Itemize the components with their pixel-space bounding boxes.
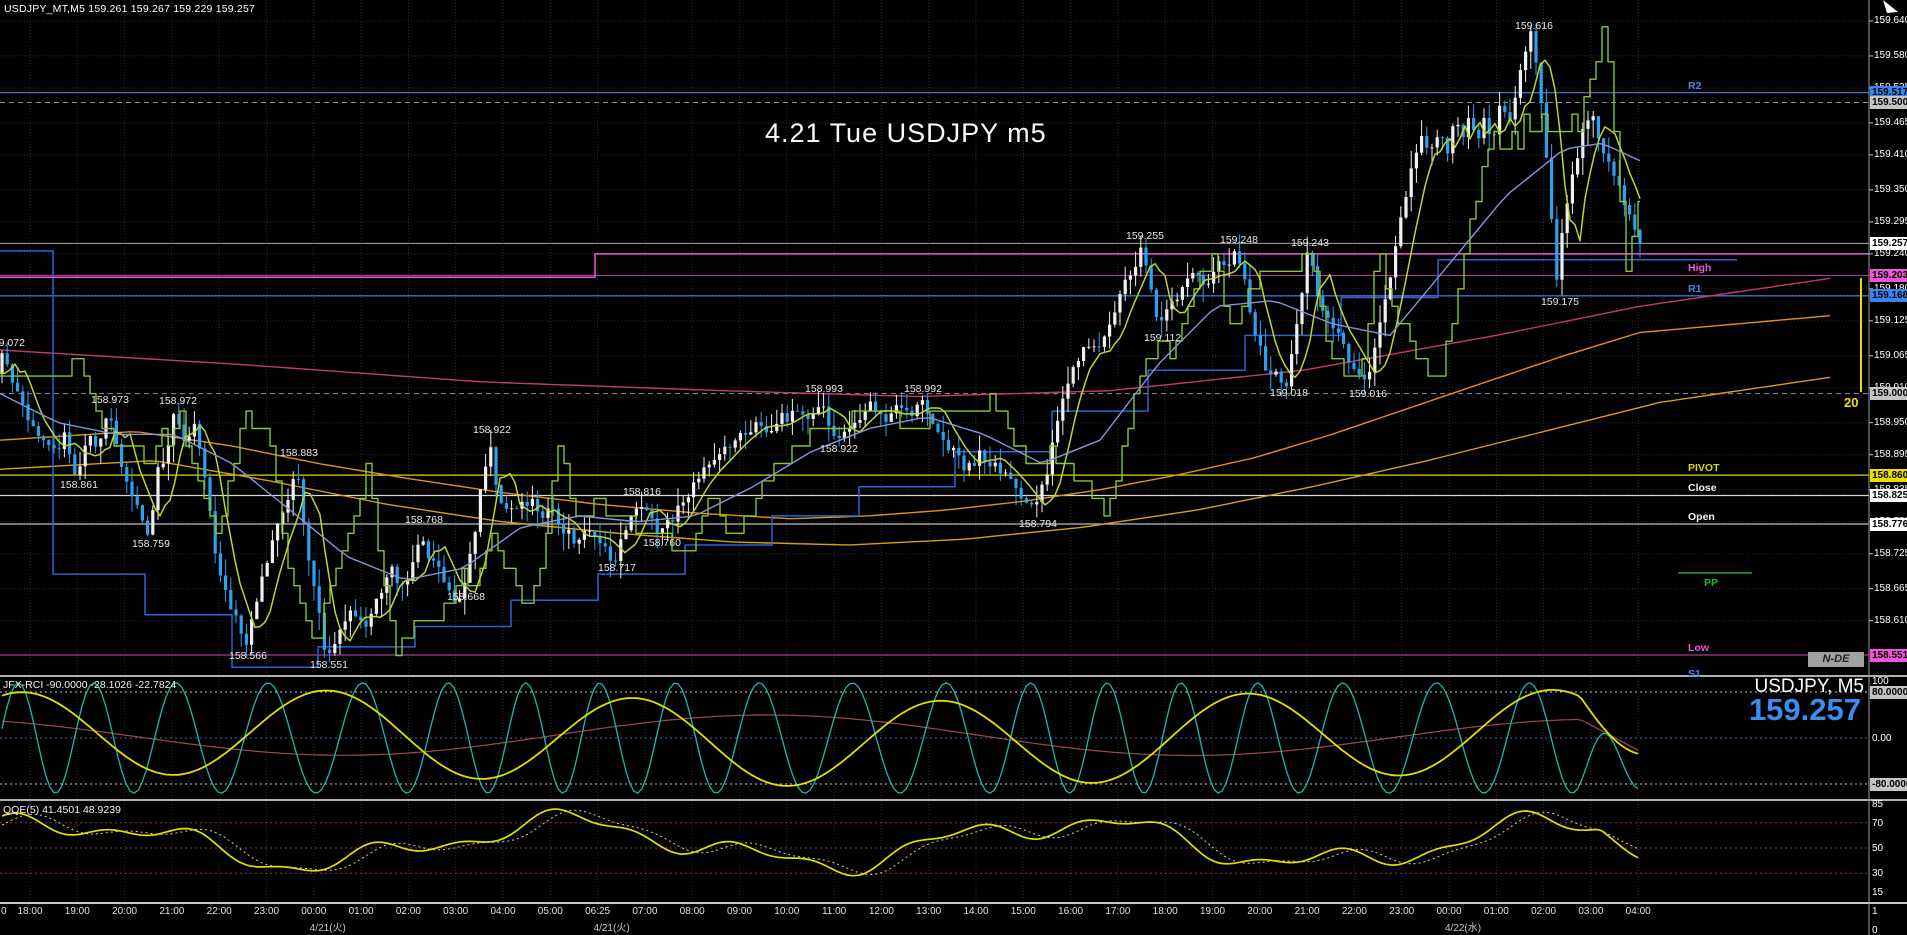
ma-lines [0,250,1869,668]
time-axis[interactable] [0,903,1907,935]
qqe-indicator-header: QQE(5) 41.4501 48.9239 [3,804,121,816]
qqe-lines [0,808,1869,877]
broker-watermark: N-DE [1808,652,1864,667]
price-axis[interactable] [1869,0,1907,903]
time-axis-edge-tick: 0 [1,906,7,917]
candlesticks [0,23,1642,663]
symbol-ohlc-info: USDJPY_MT,M5 159.261 159.267 159.229 159… [4,3,256,15]
quote-last-price: 159.257 [1748,692,1861,727]
rci-lines [0,682,1869,794]
mouse-cursor [1883,0,1898,13]
quote-symbol: USDJPY, M5 [1754,676,1864,697]
bar-count-label: 20 [1844,395,1859,410]
chart-title: 4.21 Tue USDJPY m5 [765,118,1047,148]
fast-ma-lines [0,26,1862,657]
rci-indicator-header: JFX-RCI -90.0000 -28.1026 -22.7824 [3,679,177,691]
